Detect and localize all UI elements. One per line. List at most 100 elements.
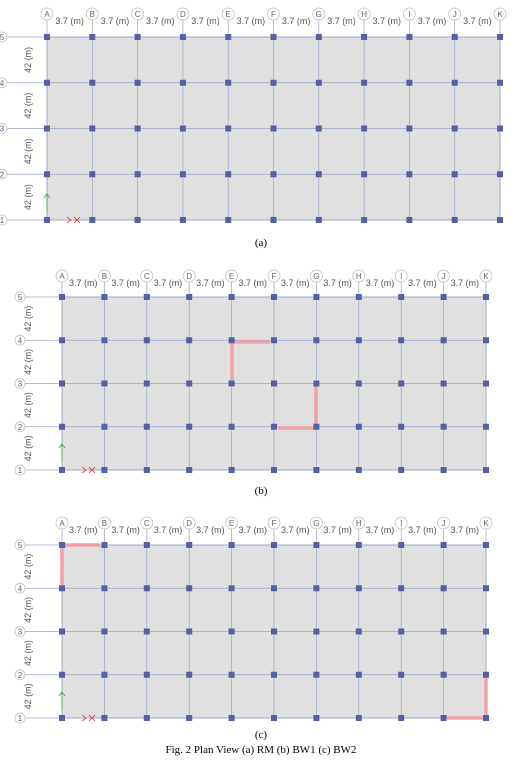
grid-bubble — [98, 269, 111, 283]
grid-bubble — [0, 168, 8, 180]
column-node — [270, 171, 277, 178]
row-label: 3 — [0, 125, 5, 134]
column-label: B — [90, 10, 95, 19]
row-label: 1 — [0, 216, 5, 225]
column-node — [134, 125, 141, 132]
column-node — [355, 628, 362, 635]
span-label: 3.7 (m) — [451, 278, 480, 288]
grid-bubble — [437, 516, 450, 530]
column-node — [361, 34, 368, 40]
column-node — [271, 380, 277, 387]
span-label: 3.7 (m) — [239, 278, 268, 288]
grid-bubble — [267, 516, 281, 530]
grid-bubble — [0, 123, 8, 134]
column-label: A — [59, 272, 65, 281]
column-node — [270, 79, 277, 86]
column-node — [59, 423, 65, 430]
grid-bubble — [0, 77, 8, 89]
column-node — [44, 125, 50, 132]
column-node — [271, 294, 277, 300]
grid-bubble — [0, 31, 8, 43]
axis-y — [43, 193, 51, 212]
column-node — [398, 467, 405, 473]
column-node — [451, 79, 458, 86]
span-label: 42 (m) — [23, 597, 33, 623]
span-label: 42 (m) — [23, 640, 33, 666]
column-node — [143, 337, 150, 344]
column-node — [440, 337, 447, 344]
column-node — [89, 171, 96, 178]
column-node — [270, 125, 277, 132]
column-node — [270, 34, 277, 40]
column-node — [186, 715, 193, 721]
span-label: 42 (m) — [23, 47, 33, 73]
column-label: C — [144, 519, 150, 528]
axis-y — [58, 691, 66, 710]
grid-bubble — [14, 378, 26, 389]
column-label: B — [102, 272, 107, 281]
span-label: 3.7 (m) — [154, 278, 183, 288]
column-node — [143, 423, 150, 430]
column-label: F — [272, 519, 277, 528]
column-node — [186, 423, 193, 430]
column-node — [398, 337, 405, 344]
span-label: 3.7 (m) — [111, 525, 140, 535]
span-label: 3.7 (m) — [282, 16, 311, 26]
column-node — [143, 294, 150, 300]
column-node — [228, 585, 235, 592]
column-node — [143, 715, 150, 721]
grid-bubble — [14, 539, 26, 551]
grid-bubble — [131, 7, 144, 21]
grid-bubble — [479, 269, 493, 283]
column-label: G — [316, 10, 322, 19]
column-label: G — [313, 272, 319, 281]
column-node — [44, 171, 50, 178]
column-node — [228, 671, 235, 678]
column-node — [406, 125, 413, 132]
grid-bubble — [352, 516, 366, 530]
row-label: 4 — [0, 79, 5, 88]
span-label: 3.7 (m) — [69, 278, 98, 288]
column-node — [186, 671, 193, 678]
axis-x — [81, 466, 96, 474]
column-node — [59, 337, 65, 344]
grid-bubble — [403, 7, 416, 21]
panel-caption: (b) — [255, 485, 268, 497]
span-label: 3.7 (m) — [239, 525, 268, 535]
column-node — [313, 542, 320, 548]
column-node — [143, 542, 150, 548]
span-label: 42 (m) — [23, 435, 33, 461]
column-node — [315, 34, 322, 40]
column-node — [101, 628, 108, 635]
column-node — [101, 294, 108, 300]
column-node — [44, 217, 50, 223]
column-node — [315, 79, 322, 86]
column-label: H — [356, 272, 362, 281]
column-node — [483, 337, 489, 344]
span-label: 3.7 (m) — [55, 16, 84, 26]
row-label: 4 — [18, 584, 23, 593]
column-node — [497, 79, 503, 86]
column-node — [355, 542, 362, 548]
grid-bubble — [176, 7, 190, 21]
column-node — [59, 467, 65, 473]
grid-bubble — [14, 626, 26, 637]
column-node — [451, 34, 458, 40]
column-label: I — [400, 272, 402, 281]
span-label: 3.7 (m) — [111, 278, 140, 288]
column-node — [59, 671, 65, 678]
column-node — [483, 671, 489, 678]
span-label: 42 (m) — [23, 554, 33, 580]
column-label: E — [226, 10, 231, 19]
column-label: D — [186, 272, 192, 281]
span-label: 3.7 (m) — [191, 16, 220, 26]
grid-bubble — [182, 269, 196, 283]
grid-bubble — [394, 269, 408, 283]
column-node — [355, 294, 362, 300]
column-label: K — [483, 272, 489, 281]
column-label: K — [497, 10, 503, 19]
column-node — [186, 542, 193, 548]
grid-bubble — [14, 421, 26, 433]
row-label: 1 — [18, 714, 23, 723]
column-node — [179, 171, 186, 178]
